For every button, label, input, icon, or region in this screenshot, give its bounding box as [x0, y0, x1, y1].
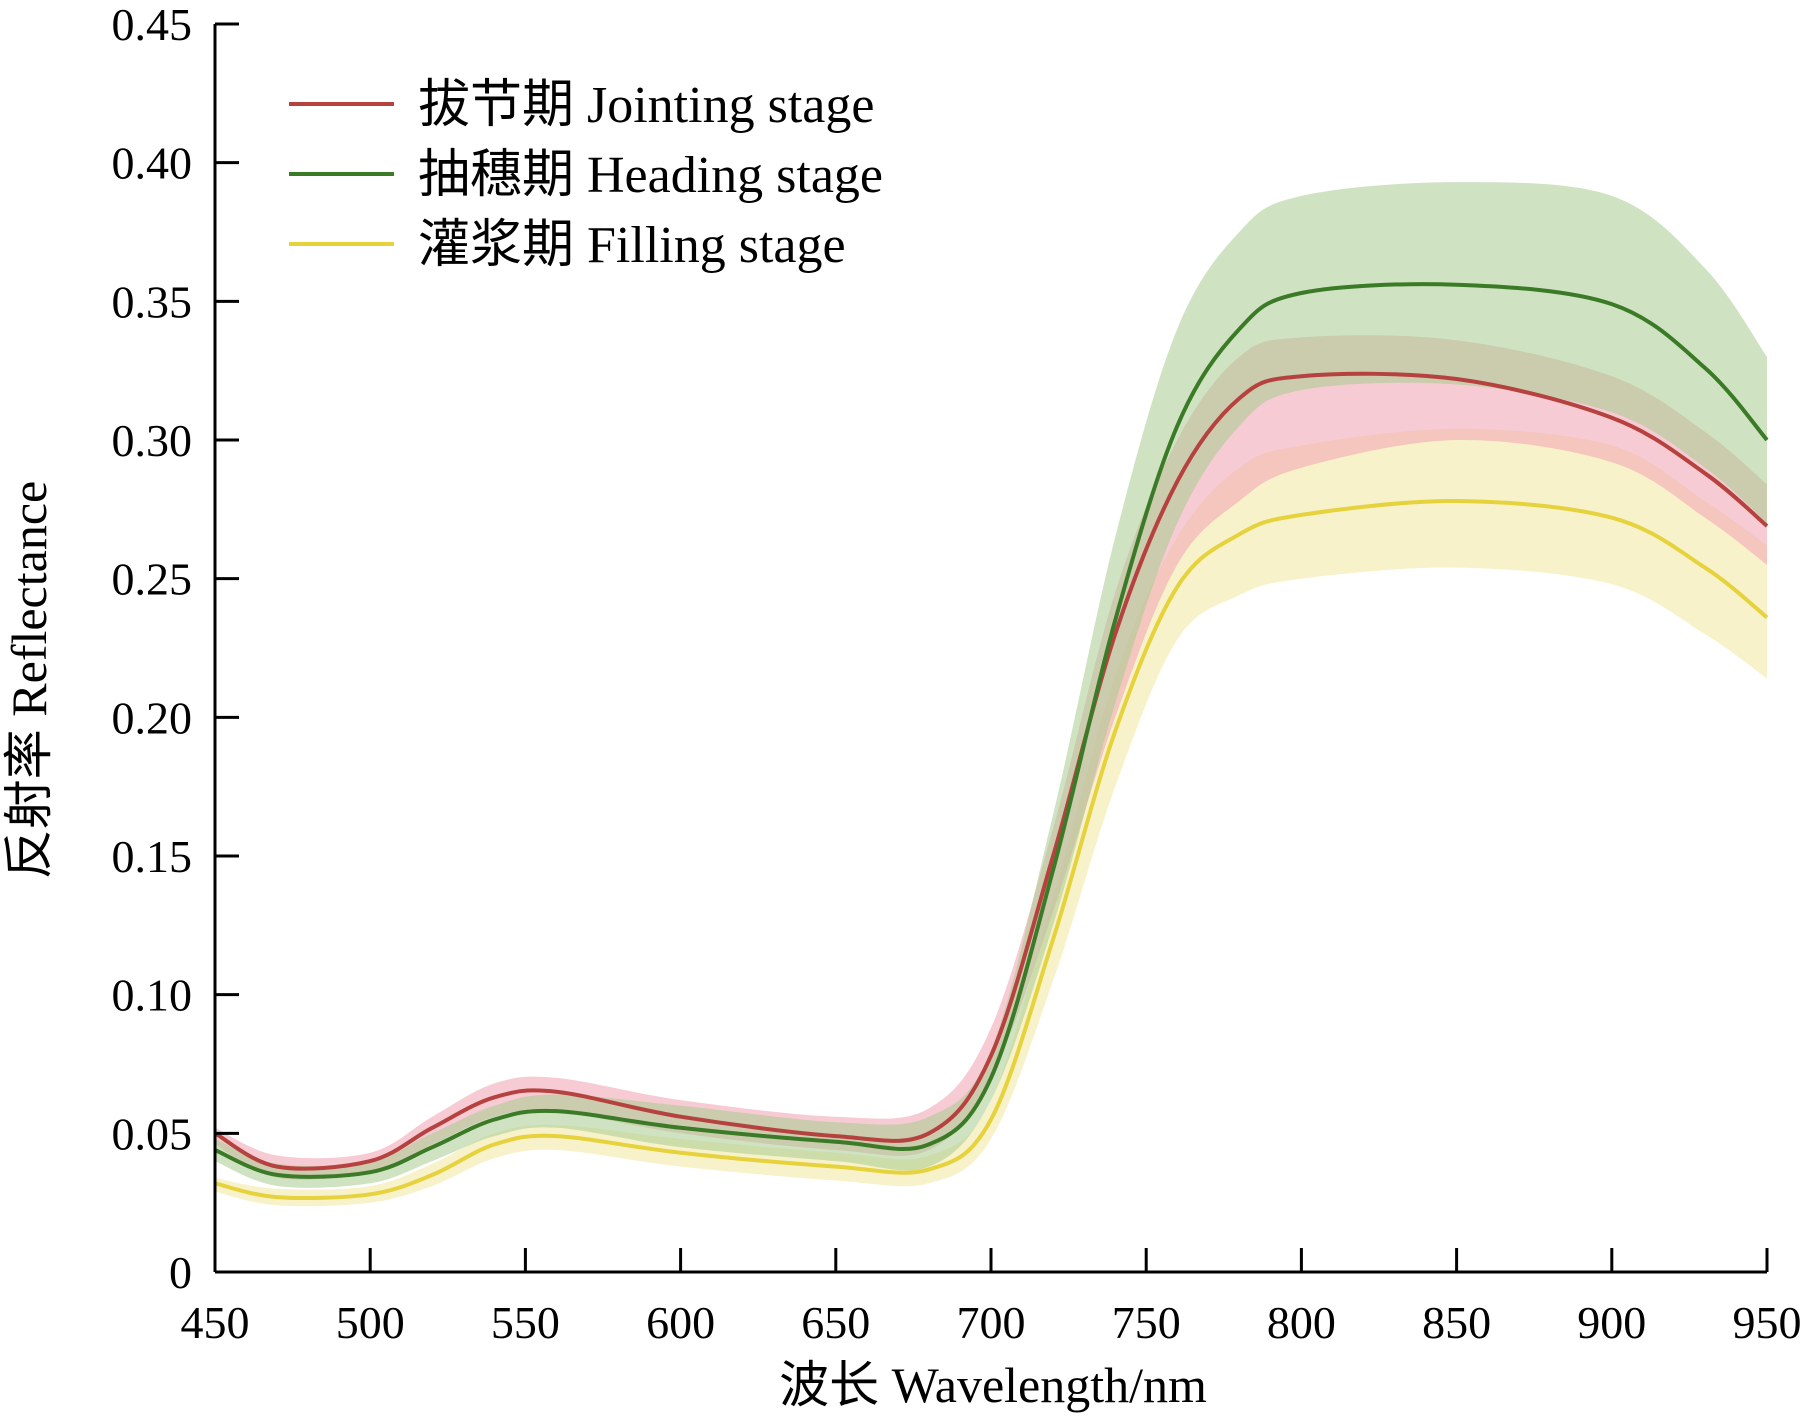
y-tick-label: 0.20: [112, 692, 193, 743]
legend-label-1: 拔节期 Jointing stage: [418, 77, 874, 134]
x-tick-label: 450: [181, 1297, 250, 1348]
y-axis-ticks: 0 0.05 0.10 0.15 0.20 0.25 0.30 0.35 0.40 0.45: [112, 0, 239, 1298]
y-tick-label: 0: [169, 1247, 192, 1298]
x-tick-label: 950: [1733, 1297, 1802, 1348]
y-tick-label: 0.15: [112, 831, 193, 882]
axes: 450 500 550 600 650 700 750 800 850 900 950 00.050…: [112, 0, 1802, 1348]
x-tick-label: 800: [1267, 1297, 1336, 1348]
line-series-1: [213, 371, 1769, 1171]
band-series-3: [215, 428, 1767, 1207]
y-tick-label: 0.40: [112, 138, 193, 189]
x-tick-label: 500: [336, 1297, 405, 1348]
y-tick-label: 0.05: [112, 1108, 193, 1159]
legend-label-2: 抽穗期 Heading stage: [418, 147, 883, 204]
x-tick-label: 550: [491, 1297, 560, 1348]
y-tick-label: 0.30: [112, 415, 193, 466]
x-tick-label: 900: [1577, 1297, 1646, 1348]
band-series-2: [215, 182, 1767, 1188]
x-tick-label: 600: [646, 1297, 715, 1348]
y-tick-label: 0.10: [112, 970, 193, 1021]
y-axis-title: 反射率 Reflectance: [1, 481, 57, 879]
legend: 拔节期 Jointing stage 抽穗期 Heading stage 灌浆期 F…: [289, 77, 883, 274]
x-tick-label: 700: [957, 1297, 1026, 1348]
x-tick-label: 750: [1112, 1297, 1181, 1348]
line-series-2: [214, 282, 1769, 1179]
y-tick-label: 0.35: [112, 276, 193, 327]
y-tick-label: 0.45: [112, 0, 193, 50]
x-tick-label: 650: [801, 1297, 870, 1348]
series-lines: [213, 282, 1769, 1201]
legend-label-3: 灌浆期 Filling stage: [418, 217, 846, 274]
y-tick-label: 0.25: [112, 554, 193, 605]
x-tick-label: 850: [1422, 1297, 1491, 1348]
line-series-3: [214, 498, 1769, 1201]
x-axis-ticks: 450 500 550 600 650 700 750 800 850 900 950: [181, 1248, 1802, 1348]
x-axis-title: 波长 Wavelength/nm: [779, 1357, 1207, 1413]
